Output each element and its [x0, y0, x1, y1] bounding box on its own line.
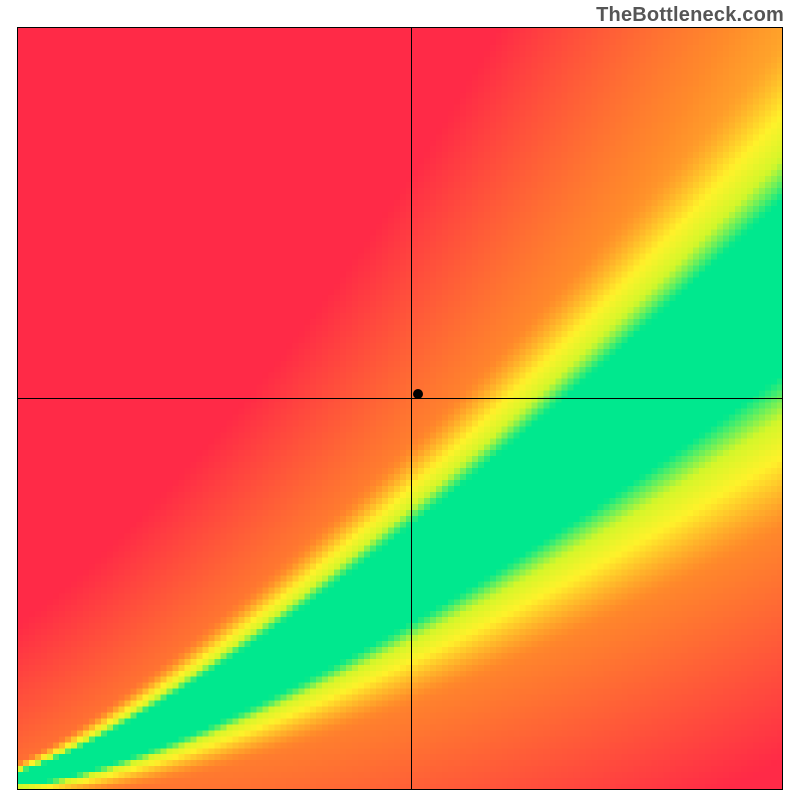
watermark-text: TheBottleneck.com: [596, 4, 784, 27]
plot-area: [17, 27, 783, 790]
heatmap-canvas: [17, 27, 783, 790]
